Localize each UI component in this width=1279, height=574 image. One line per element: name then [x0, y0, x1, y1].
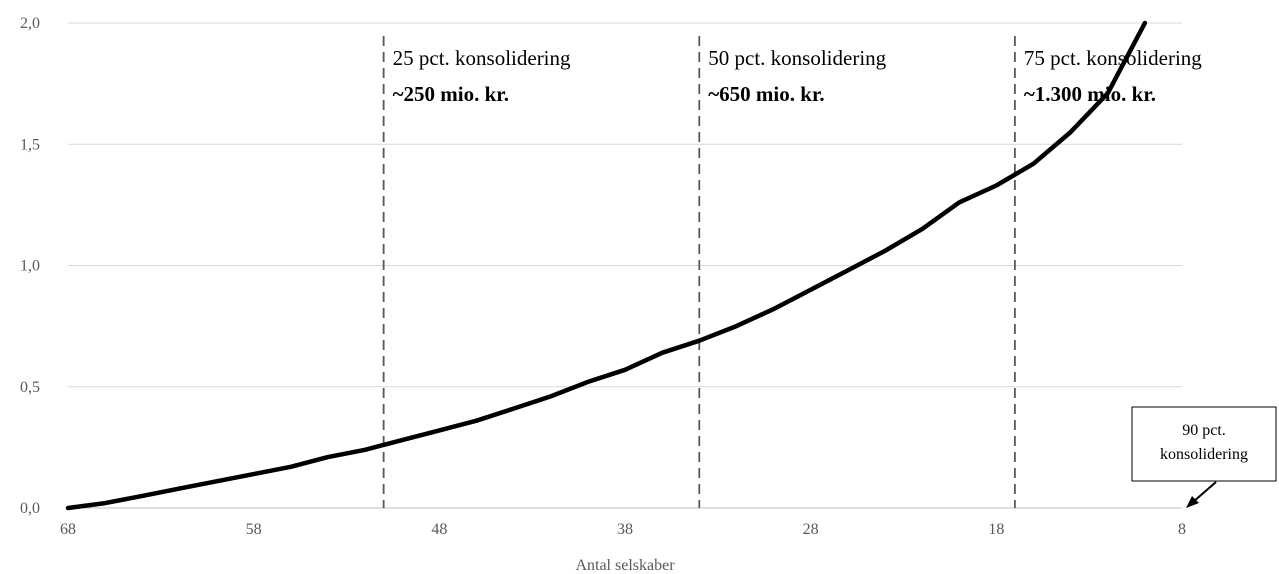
marker-label: 50 pct. konsolidering: [708, 46, 886, 70]
marker-value: ~650 mio. kr.: [708, 82, 824, 106]
marker-label: 75 pct. konsolidering: [1024, 46, 1202, 70]
y-tick-label: 2,0: [20, 15, 40, 32]
y-tick-label: 0,0: [20, 500, 40, 517]
marker-label: 25 pct. konsolidering: [393, 46, 571, 70]
x-tick-label: 8: [1178, 521, 1186, 538]
callout-text: 90 pct.: [1182, 422, 1226, 439]
x-tick-label: 68: [60, 521, 76, 538]
callout-box: [1131, 406, 1277, 482]
x-tick-label: 28: [803, 521, 819, 538]
y-tick-labels: 0,0 0,5 1,0 1,5 2,0: [20, 15, 40, 517]
x-tick-labels: 68 58 48 38 28 18 8: [60, 521, 1186, 538]
grid-lines: [68, 22, 1182, 388]
x-tick-label: 48: [431, 521, 447, 538]
callout-text: konsolidering: [1160, 446, 1248, 463]
callout-90pct: 90 pct. konsolidering: [1131, 406, 1277, 508]
x-axis-title: Antal selskaber: [575, 557, 675, 574]
x-tick-label: 58: [246, 521, 262, 538]
callout-arrow-head: [1186, 496, 1199, 508]
callout-arrow-line: [1192, 481, 1217, 503]
x-tick-label: 38: [617, 521, 633, 538]
x-tick-label: 18: [988, 521, 1004, 538]
marker-value: ~250 mio. kr.: [393, 82, 509, 106]
y-tick-label: 0,5: [20, 379, 40, 396]
y-tick-label: 1,5: [20, 136, 40, 153]
series-line: [65, 20, 1148, 511]
consolidation-markers: 25 pct. konsolidering ~250 mio. kr. 50 pct…: [382, 36, 1202, 508]
y-tick-label: 1,0: [20, 258, 40, 275]
marker-value: ~1.300 mio. kr.: [1024, 82, 1156, 106]
